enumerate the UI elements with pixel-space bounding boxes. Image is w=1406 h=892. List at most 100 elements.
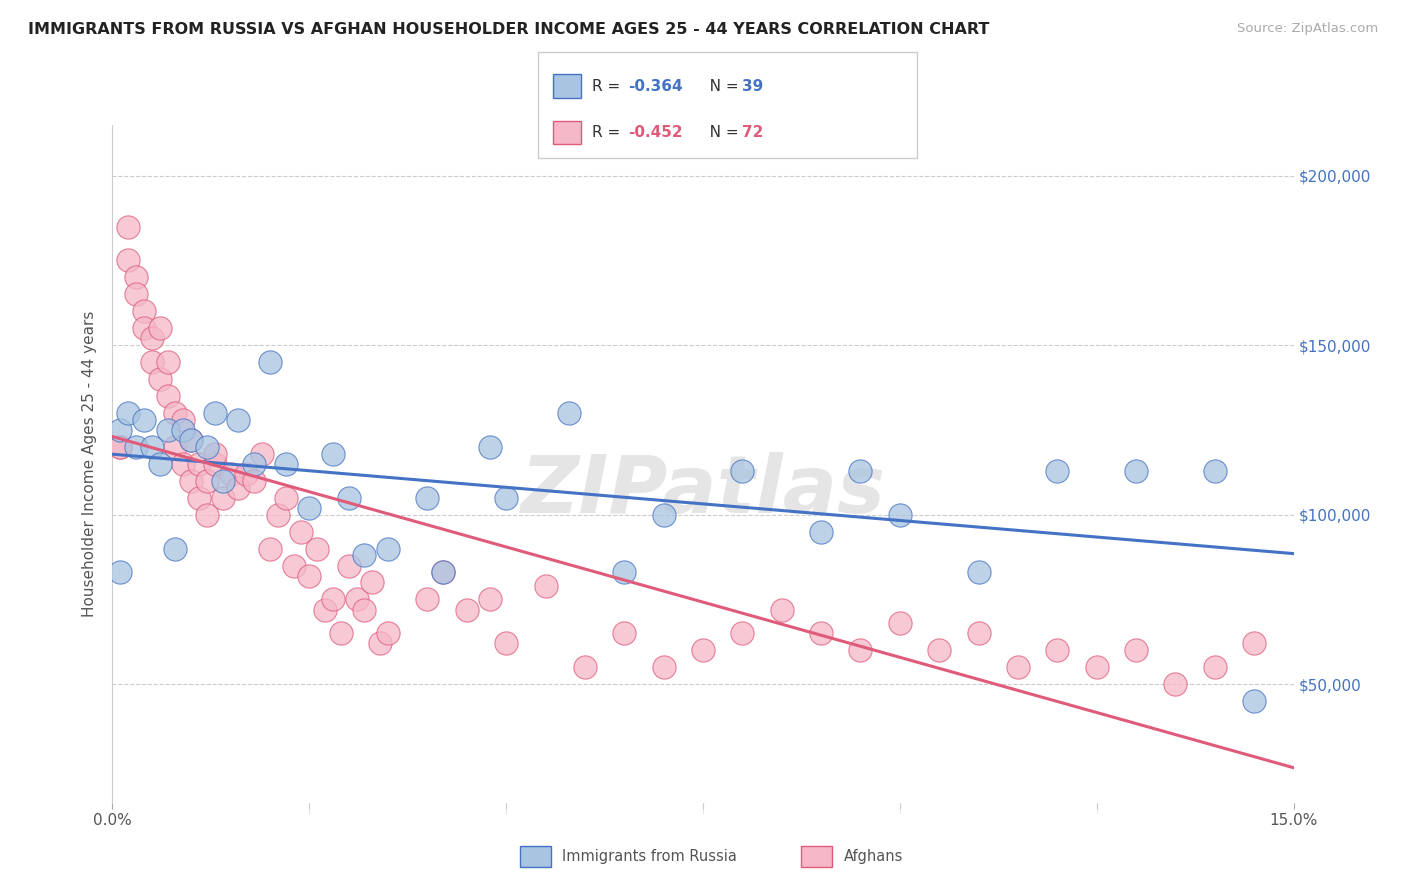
Point (267, 508, 290, 522)
Point (770, 602, 793, 616)
Point (337, 558, 360, 573)
Point (731, 626, 754, 640)
Point (558, 406, 581, 420)
Point (132, 304, 155, 318)
Point (132, 413, 155, 427)
Point (125, 287, 148, 301)
Point (211, 474, 233, 488)
Y-axis label: Householder Income Ages 25 - 44 years: Householder Income Ages 25 - 44 years (82, 310, 97, 617)
Point (416, 592, 439, 607)
Point (149, 372, 172, 386)
Point (211, 491, 233, 505)
Point (165, 440, 187, 454)
Point (1125, 643, 1147, 657)
Text: R =: R = (592, 125, 626, 140)
Point (141, 331, 163, 345)
Point (290, 524, 312, 539)
Point (204, 406, 226, 420)
Point (180, 474, 202, 488)
Point (967, 626, 990, 640)
Point (337, 491, 360, 505)
Text: 39: 39 (742, 78, 763, 94)
Point (156, 355, 179, 369)
Point (283, 558, 305, 573)
Point (613, 566, 636, 580)
Point (228, 413, 250, 427)
Point (967, 566, 990, 580)
Point (110, 566, 132, 580)
Point (479, 592, 502, 607)
Point (125, 270, 148, 285)
Point (110, 440, 132, 454)
Point (889, 508, 911, 522)
Text: Immigrants from Russia: Immigrants from Russia (562, 849, 737, 863)
Text: -0.364: -0.364 (628, 78, 683, 94)
Point (1085, 660, 1108, 674)
Point (188, 457, 211, 471)
Point (810, 626, 832, 640)
Point (574, 660, 596, 674)
Point (195, 474, 218, 488)
Point (243, 474, 266, 488)
Text: 72: 72 (742, 125, 763, 140)
Point (149, 457, 172, 471)
Point (219, 467, 242, 481)
Point (117, 406, 139, 420)
Point (1007, 660, 1029, 674)
Point (117, 219, 139, 234)
Point (479, 440, 502, 454)
Point (353, 549, 375, 563)
Point (1204, 660, 1226, 674)
Point (141, 440, 163, 454)
Text: ZIPatlas: ZIPatlas (520, 452, 886, 530)
Point (432, 566, 454, 580)
Point (1125, 464, 1147, 478)
Point (180, 433, 202, 447)
Point (250, 447, 273, 461)
Point (156, 389, 179, 403)
Point (195, 440, 218, 454)
Text: R =: R = (592, 78, 626, 94)
Point (110, 423, 132, 437)
Point (322, 447, 344, 461)
Point (298, 568, 321, 582)
Text: N =: N = (695, 125, 742, 140)
Point (195, 508, 218, 522)
Point (322, 592, 344, 607)
Point (1046, 464, 1069, 478)
Point (172, 423, 194, 437)
Point (274, 457, 297, 471)
Point (204, 457, 226, 471)
Text: -0.452: -0.452 (628, 125, 683, 140)
Point (228, 481, 250, 495)
Point (132, 321, 155, 335)
Point (849, 464, 872, 478)
Point (165, 406, 187, 420)
Point (495, 491, 517, 505)
Point (692, 643, 714, 657)
Point (188, 491, 211, 505)
Point (314, 602, 336, 616)
Point (235, 467, 257, 481)
Point (1046, 643, 1069, 657)
Point (377, 541, 399, 556)
Point (110, 440, 132, 454)
Text: IMMIGRANTS FROM RUSSIA VS AFGHAN HOUSEHOLDER INCOME AGES 25 - 44 YEARS CORRELATI: IMMIGRANTS FROM RUSSIA VS AFGHAN HOUSEHO… (28, 22, 990, 37)
Point (149, 321, 172, 335)
Point (274, 491, 297, 505)
Point (156, 423, 179, 437)
Point (125, 440, 148, 454)
Point (117, 253, 139, 268)
Point (172, 413, 194, 427)
Point (368, 636, 391, 650)
Point (652, 508, 675, 522)
Point (1243, 636, 1265, 650)
Point (849, 643, 872, 657)
Point (432, 566, 454, 580)
Point (731, 464, 754, 478)
Point (889, 616, 911, 631)
Point (307, 541, 329, 556)
Point (243, 457, 266, 471)
Point (928, 643, 950, 657)
Point (1243, 694, 1265, 708)
